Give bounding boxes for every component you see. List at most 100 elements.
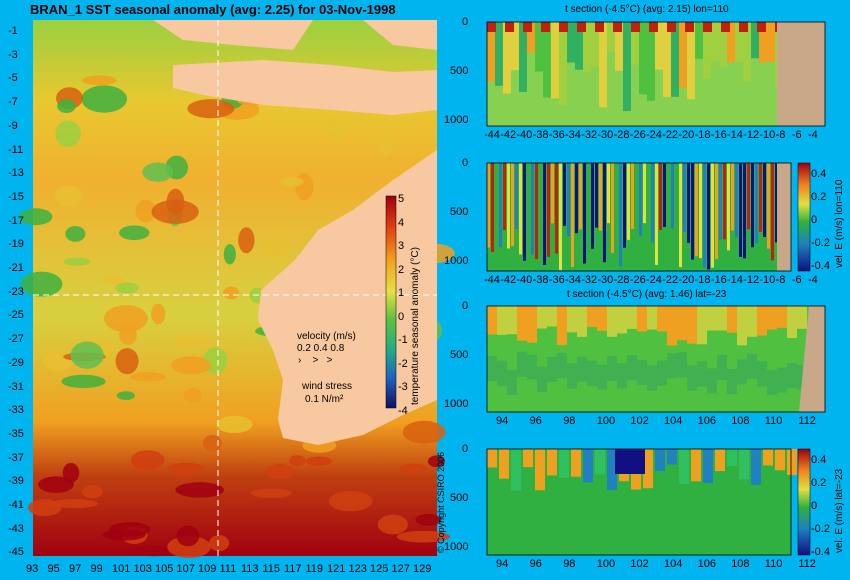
lat-tick: -24 bbox=[646, 274, 662, 286]
velocity-cell bbox=[571, 163, 574, 268]
map-lat-tick: -39 bbox=[8, 475, 24, 488]
velocity-cell bbox=[703, 163, 706, 268]
tsection-cell bbox=[747, 353, 757, 379]
velocity-cell bbox=[727, 449, 737, 467]
velocity-cell bbox=[659, 163, 662, 230]
tsection-cell bbox=[517, 306, 527, 341]
velocity-cell bbox=[695, 163, 698, 257]
velocity-cell bbox=[599, 163, 602, 231]
velocity-cell bbox=[651, 163, 654, 243]
sst-eddy bbox=[151, 199, 199, 224]
tsection-cell bbox=[551, 22, 559, 99]
tsection-cell bbox=[557, 306, 567, 346]
tsection-warm-cell bbox=[559, 22, 568, 32]
velocity-cell bbox=[735, 163, 738, 238]
map-lat-tick: -31 bbox=[8, 380, 24, 393]
lat-tick: -22 bbox=[662, 274, 679, 286]
depth-tick: 500 bbox=[450, 492, 469, 504]
tsection-cell bbox=[777, 367, 787, 393]
tsection-cell bbox=[543, 22, 551, 98]
sst-eddy bbox=[402, 420, 446, 444]
tsection-cell bbox=[687, 22, 695, 100]
velocity-cell bbox=[583, 163, 586, 264]
sst-eddy bbox=[61, 374, 106, 389]
tsection-cell bbox=[797, 364, 807, 390]
velocity-cell bbox=[567, 163, 570, 237]
tsection-cell bbox=[507, 369, 517, 395]
map-lon-tick: 113 bbox=[241, 563, 259, 575]
lat-tick: -44 bbox=[484, 274, 500, 286]
lat-tick: -32 bbox=[581, 129, 598, 141]
velocity-cell bbox=[703, 449, 713, 484]
map-title: BRAN_1 SST seasonal anomaly (avg: 2.25) … bbox=[30, 2, 396, 17]
tsection-cell bbox=[517, 351, 527, 377]
sst-eddy bbox=[216, 415, 253, 434]
tsection-cell bbox=[567, 306, 577, 333]
map-lat-tick: -21 bbox=[8, 262, 24, 274]
map-lat-tick: -27 bbox=[8, 333, 24, 346]
velocity-cell bbox=[715, 449, 725, 472]
tsection-cell bbox=[707, 306, 717, 331]
lat-tick: -34 bbox=[565, 129, 581, 141]
tsection-cell bbox=[627, 355, 637, 381]
map-lon-tick: 107 bbox=[176, 563, 195, 575]
velocity-cell bbox=[679, 163, 682, 268]
lon-tick: 112 bbox=[798, 415, 816, 427]
velocity-cell bbox=[507, 163, 510, 249]
lon-tick: 104 bbox=[664, 558, 683, 570]
tsection-cell bbox=[527, 354, 537, 380]
tsection-cell bbox=[617, 306, 627, 334]
map-lat-tick: -29 bbox=[8, 356, 24, 369]
map-lon-tick: 97 bbox=[69, 563, 82, 575]
map-colorbar-tick: -2 bbox=[398, 357, 408, 370]
lon-tick: 96 bbox=[529, 415, 542, 427]
tsection-warm-cell bbox=[649, 22, 658, 32]
velocity-cell bbox=[639, 163, 642, 237]
tsection-cell bbox=[559, 22, 567, 106]
tsection-cell bbox=[717, 354, 727, 380]
depth-tick: 500 bbox=[450, 65, 469, 77]
sst-eddy bbox=[223, 244, 236, 265]
lat-tick: -26 bbox=[629, 129, 646, 141]
velocity-cell bbox=[751, 449, 761, 485]
tsection-cell bbox=[587, 306, 597, 327]
velocity-cell bbox=[623, 163, 626, 248]
tsection-cell bbox=[711, 22, 719, 61]
sst-warm-anomaly bbox=[109, 522, 151, 537]
tsection-warm-cell bbox=[541, 22, 550, 32]
tsection-warm-cell bbox=[631, 22, 640, 32]
lon-tick: 108 bbox=[731, 558, 750, 570]
panel4-colorbar bbox=[797, 448, 811, 556]
sst-warm-anomaly bbox=[167, 536, 211, 558]
tsection-warm-cell bbox=[703, 22, 712, 32]
depth-tick: 500 bbox=[450, 206, 469, 218]
tsection-cell bbox=[647, 22, 655, 101]
tsection-cell bbox=[497, 360, 507, 386]
velocity-cell bbox=[759, 163, 762, 232]
depth-tick: 0 bbox=[462, 16, 469, 28]
velocity-cell bbox=[611, 163, 614, 253]
velocity-cell bbox=[643, 449, 653, 489]
panel3-tsection-lat-23 bbox=[486, 305, 826, 413]
velocity-cell bbox=[503, 163, 506, 231]
lat-tick: -20 bbox=[678, 129, 695, 141]
sst-features bbox=[19, 75, 455, 558]
depth-tick: 1000 bbox=[444, 255, 469, 267]
velocity-cell bbox=[527, 163, 530, 265]
tsection-cell bbox=[631, 22, 639, 65]
map-colorbar-tick: -4 bbox=[398, 404, 408, 417]
velocity-cell bbox=[535, 449, 545, 491]
lat-tick: -34 bbox=[565, 274, 581, 286]
sst-warm-anomaly bbox=[38, 476, 74, 493]
tsection-cell bbox=[567, 22, 575, 63]
tsection-cell bbox=[767, 22, 775, 62]
velocity-cell bbox=[555, 163, 558, 254]
tsection-cell bbox=[655, 22, 663, 70]
lat-tick: -38 bbox=[532, 274, 549, 286]
velocity-cell bbox=[711, 163, 714, 268]
velocity-cell bbox=[739, 449, 749, 480]
velocity-cell bbox=[547, 163, 550, 257]
lat-tick: -12 bbox=[743, 129, 760, 141]
lat-tick: -8 bbox=[775, 129, 786, 141]
sst-eddy bbox=[151, 303, 166, 325]
